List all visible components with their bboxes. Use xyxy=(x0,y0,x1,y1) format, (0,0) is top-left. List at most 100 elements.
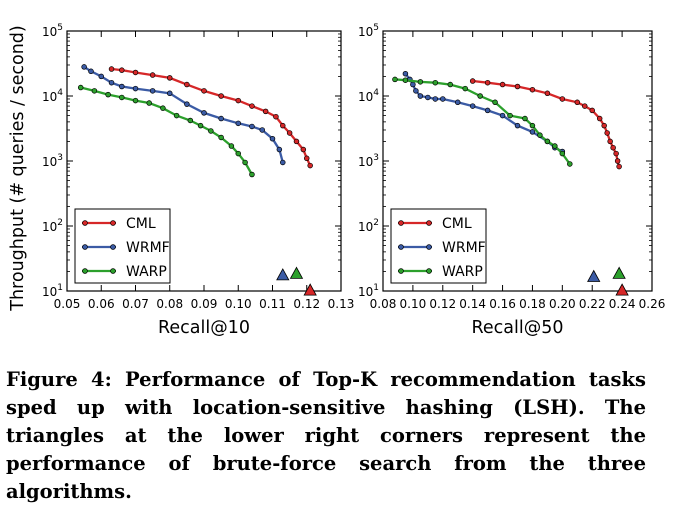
data-point-warp xyxy=(567,161,573,167)
data-point-cml xyxy=(596,115,603,122)
x-tick-label: 0.05 xyxy=(54,297,81,311)
data-point-wrmf xyxy=(514,122,521,129)
legend-label-warp: WARP xyxy=(442,264,483,280)
brute-force-marker-cml xyxy=(615,283,629,296)
data-point-warp xyxy=(242,159,248,166)
data-point-cml xyxy=(201,88,207,94)
x-tick-label: 0.10 xyxy=(225,297,252,311)
x-tick-label: 0.12 xyxy=(293,297,320,311)
data-point-warp xyxy=(537,132,543,138)
x-tick-label: 0.08 xyxy=(156,297,183,311)
legend-label-wrmf: WRMF xyxy=(442,240,486,256)
data-point-warp xyxy=(492,99,498,106)
x-axis-label: Recall@10 xyxy=(158,318,250,338)
x-tick-label: 0.16 xyxy=(489,297,516,311)
data-point-warp xyxy=(235,150,242,157)
data-point-cml xyxy=(607,138,613,145)
x-tick-label: 0.24 xyxy=(609,297,636,311)
x-tick-label: 0.10 xyxy=(400,297,427,311)
data-point-cml xyxy=(249,103,255,109)
data-point-cml xyxy=(499,81,506,88)
data-point-cml xyxy=(610,144,616,151)
data-point-wrmf xyxy=(249,123,255,130)
data-point-cml xyxy=(589,107,595,114)
data-point-warp xyxy=(432,79,439,86)
data-point-cml xyxy=(614,158,621,164)
x-tick-label: 0.11 xyxy=(259,297,286,311)
data-point-wrmf xyxy=(149,88,156,94)
legend-label-warp: WARP xyxy=(126,264,167,280)
data-point-cml xyxy=(484,79,491,86)
data-point-warp xyxy=(119,94,125,101)
data-point-warp xyxy=(529,122,536,129)
data-point-warp xyxy=(228,143,235,149)
figure: Throughput (# queries / second) 101 102 103… xyxy=(8,23,665,338)
data-point-warp xyxy=(417,79,424,85)
data-point-wrmf xyxy=(402,70,409,77)
data-point-wrmf xyxy=(484,107,491,114)
brute-force-marker-wrmf xyxy=(587,269,601,282)
data-point-cml xyxy=(604,130,610,136)
legend-marker xyxy=(82,220,88,226)
data-point-warp xyxy=(218,134,224,141)
x-tick-label: 0.07 xyxy=(122,297,149,311)
legend-marker xyxy=(110,220,116,226)
data-point-warp xyxy=(402,77,409,83)
legend-marker xyxy=(110,268,116,274)
data-point-warp xyxy=(173,112,180,119)
data-point-wrmf xyxy=(269,135,276,142)
data-point-warp xyxy=(160,105,166,111)
data-point-wrmf xyxy=(167,90,173,97)
data-point-cml xyxy=(167,75,173,81)
figure-caption: Figure 4: Performance of Top-K recommend… xyxy=(6,368,646,503)
y-tick-label: 103 xyxy=(358,153,379,169)
data-point-wrmf xyxy=(425,94,431,101)
data-point-cml xyxy=(132,69,139,76)
data-point-warp xyxy=(146,100,152,106)
data-point-warp xyxy=(392,76,398,83)
data-point-warp xyxy=(544,138,551,145)
data-point-cml xyxy=(613,150,619,157)
data-point-warp xyxy=(559,150,566,157)
data-point-cml xyxy=(529,86,536,93)
legend-label-cml: CML xyxy=(126,216,156,232)
data-point-cml xyxy=(218,93,224,99)
data-point-wrmf xyxy=(276,146,283,153)
series-line-wrmf xyxy=(404,72,563,153)
legend-marker xyxy=(398,268,404,274)
x-tick-label: 0.12 xyxy=(429,297,456,311)
x-tick-label: 0.20 xyxy=(549,297,576,311)
y-tick-label: 102 xyxy=(358,218,379,234)
data-point-cml xyxy=(235,97,242,104)
data-point-warp xyxy=(249,171,255,178)
x-axis-label: Recall@50 xyxy=(472,318,564,338)
legend-marker xyxy=(426,220,432,226)
data-point-cml xyxy=(262,108,269,115)
data-point-wrmf xyxy=(259,127,265,133)
data-point-wrmf xyxy=(218,115,224,122)
data-point-cml xyxy=(514,83,521,90)
x-tick-label: 0.22 xyxy=(579,297,606,311)
data-point-cml xyxy=(184,81,190,88)
data-point-warp xyxy=(197,122,204,129)
data-point-cml xyxy=(307,162,313,169)
x-tick-label: 0.06 xyxy=(88,297,115,311)
y-tick-label: 103 xyxy=(42,153,63,169)
series-line-wrmf xyxy=(83,65,284,163)
data-point-warp xyxy=(105,91,111,98)
data-point-cml xyxy=(280,122,286,129)
data-point-wrmf xyxy=(469,103,476,109)
data-point-warp xyxy=(552,143,558,149)
data-point-cml xyxy=(469,78,476,84)
data-point-cml xyxy=(581,103,588,109)
legend-marker xyxy=(398,220,404,226)
data-point-warp xyxy=(507,112,513,119)
legend-marker xyxy=(110,244,116,250)
data-point-wrmf xyxy=(235,120,242,127)
data-point-wrmf xyxy=(280,159,286,166)
data-point-cml xyxy=(119,67,125,73)
legend-label-wrmf: WRMF xyxy=(126,240,170,256)
data-point-wrmf xyxy=(499,112,506,119)
